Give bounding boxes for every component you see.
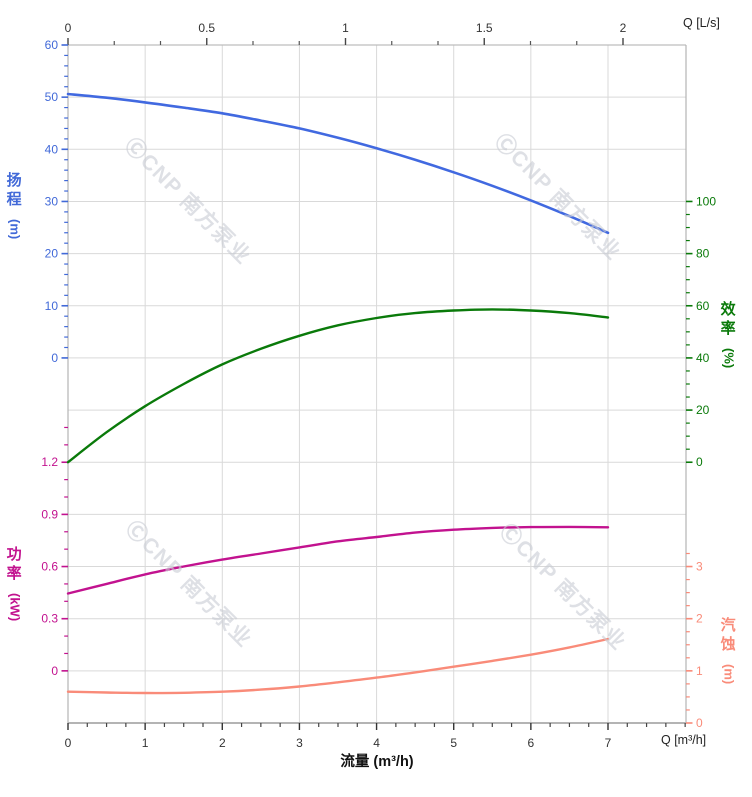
- head-axis-title: 扬程 (m): [6, 172, 23, 239]
- top-axis-tick-label: 0.5: [198, 21, 215, 35]
- power-axis-tick-label: 0.6: [41, 560, 58, 574]
- bottom-axis-tick-label: 3: [296, 736, 303, 750]
- top-axis-tick-label: 0: [65, 21, 72, 35]
- head-axis-title-text: 扬程: [6, 172, 22, 208]
- head-axis-tick-label: 30: [45, 194, 59, 208]
- power-axis-tick-label: 0.9: [41, 507, 58, 521]
- head-axis-unit: (m): [7, 218, 23, 239]
- npsh-axis-tick-label: 0: [696, 716, 703, 730]
- top-axis-unit-label: Q [L/s]: [683, 16, 720, 30]
- npsh-axis-tick-label: 2: [696, 612, 703, 626]
- power-axis-tick-label: 0: [51, 664, 58, 678]
- top-axis-tick-label: 1.5: [476, 21, 493, 35]
- power-curve: [66, 525, 610, 595]
- bottom-axis-tick-label: 2: [219, 736, 226, 750]
- efficiency-axis-tick-label: 20: [696, 403, 710, 417]
- power-axis-title: 功率 (kW): [6, 546, 23, 621]
- top-axis-tick-label: 1: [342, 21, 349, 35]
- efficiency-axis-tick-label: 60: [696, 299, 710, 313]
- npsh-axis-tick-label: 1: [696, 664, 703, 678]
- power-axis-title-text: 功率: [6, 546, 22, 582]
- npsh-curve: [66, 637, 610, 695]
- efficiency-axis-tick-label: 100: [696, 194, 716, 208]
- top-axis-tick-label: 2: [620, 21, 627, 35]
- bottom-axis-title: 流量 (m³/h): [340, 754, 414, 770]
- head-axis-tick-label: 50: [45, 90, 59, 104]
- head-axis-tick-label: 60: [45, 38, 59, 52]
- head-axis-tick-label: 20: [45, 247, 59, 261]
- efficiency-axis-tick-label: 0: [696, 455, 703, 469]
- efficiency-axis-tick-label: 80: [696, 247, 710, 261]
- efficiency-axis-title-text: 效率: [720, 301, 736, 337]
- bottom-axis-tick-label: 1: [142, 736, 149, 750]
- npsh-axis-title: 汽蚀 (m): [720, 617, 737, 684]
- head-axis-tick-label: 0: [51, 351, 58, 365]
- bottom-axis-unit-label: Q [m³/h]: [661, 733, 707, 747]
- watermark-text: ⒸCNP 南方泵业: [121, 516, 257, 652]
- power-axis-unit: (kW): [7, 592, 23, 621]
- bottom-axis-tick-label: 6: [528, 736, 535, 750]
- npsh-axis-tick-label: 3: [696, 560, 703, 574]
- bottom-axis-tick-label: 7: [605, 736, 612, 750]
- npsh-axis-unit: (m): [721, 663, 737, 684]
- head-axis-tick-label: 10: [45, 299, 59, 313]
- npsh-axis-title-text: 汽蚀: [720, 617, 736, 653]
- efficiency-curve: [66, 308, 610, 464]
- head-axis-tick-label: 40: [45, 142, 59, 156]
- bottom-axis-tick-label: 5: [450, 736, 457, 750]
- bottom-axis-tick-label: 0: [65, 736, 72, 750]
- efficiency-axis-unit: (%): [721, 347, 737, 368]
- efficiency-axis-title: 效率 (%): [720, 301, 737, 368]
- efficiency-axis-tick-label: 40: [696, 351, 710, 365]
- power-axis-tick-label: 1.2: [41, 455, 58, 469]
- bottom-axis-tick-label: 4: [373, 736, 380, 750]
- head-curve: [66, 92, 610, 235]
- watermark-text: ⒸCNP 南方泵业: [495, 519, 631, 655]
- power-axis-tick-label: 0.3: [41, 612, 58, 626]
